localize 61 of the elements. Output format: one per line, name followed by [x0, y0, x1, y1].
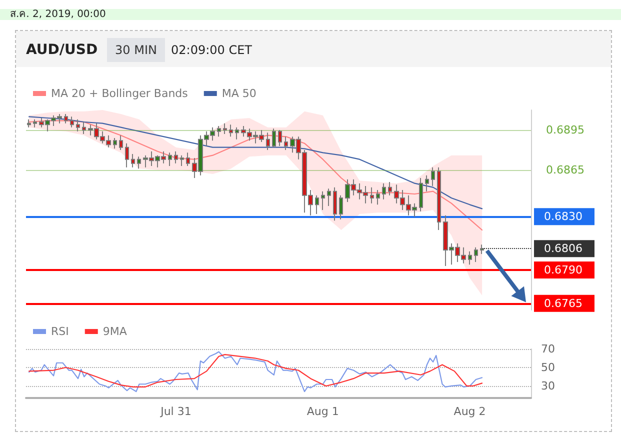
chart-title: AUD/USD: [26, 42, 98, 59]
candlestick: [376, 190, 380, 206]
legend-label: RSI: [51, 325, 69, 338]
candlestick: [217, 126, 221, 138]
candlestick: [431, 166, 435, 186]
y-tick-label: 0.6790: [544, 264, 582, 276]
legend-label: MA 20 + Bollinger Bands: [51, 87, 188, 100]
y-tick-label: 50: [541, 360, 555, 374]
candlestick: [278, 130, 282, 146]
legend-label: 9MA: [102, 325, 128, 338]
candlestick: [131, 154, 135, 168]
x-tick-label: Aug 2: [454, 405, 486, 418]
chart-subtitle: 30 MIN: [107, 38, 165, 62]
candlestick: [119, 134, 123, 150]
x-tick-label: Jul 31: [160, 405, 192, 418]
candlestick: [33, 118, 37, 128]
candlestick: [229, 124, 233, 138]
candlestick: [70, 116, 74, 128]
y-tick-label: 30: [541, 379, 555, 392]
y-tick-label: 0.6765: [544, 296, 582, 310]
candlestick: [266, 132, 270, 150]
candlestick: [284, 136, 288, 150]
candlestick: [321, 190, 325, 210]
candlestick: [235, 126, 239, 140]
candlestick: [113, 138, 117, 150]
candlestick: [370, 186, 374, 204]
candlestick: [419, 178, 423, 212]
candlestick: [339, 194, 343, 220]
x-tick-label: Aug 1: [306, 405, 339, 418]
candlestick: [333, 186, 337, 222]
candlestick: [125, 142, 129, 168]
candlestick: [468, 250, 472, 266]
candlestick: [180, 154, 184, 166]
candlestick: [174, 150, 178, 164]
candlestick: [388, 182, 392, 196]
candlestick: [186, 152, 190, 166]
candlestick: [437, 166, 441, 230]
candlestick: [64, 114, 68, 124]
candlestick: [474, 246, 478, 262]
line-series: [28, 116, 483, 210]
candlestick: [480, 244, 484, 254]
y-tick-label: 0.6895: [546, 124, 584, 136]
candlestick: [223, 122, 227, 134]
candlestick: [272, 128, 276, 148]
candlestick: [76, 118, 80, 132]
candlestick: [315, 194, 319, 214]
candlestick: [382, 182, 386, 200]
text: 02:09:00 CET: [171, 42, 252, 58]
legend-label: MA 50: [222, 87, 256, 100]
y-tick-label: 70: [541, 342, 555, 356]
y-tick-label: 0.6806: [544, 242, 582, 256]
y-tick-label: 0.6830: [544, 210, 582, 224]
candlestick: [425, 174, 429, 192]
line-series: [28, 120, 483, 231]
candlestick: [82, 122, 86, 134]
candlestick: [27, 118, 31, 128]
y-tick-label: 0.6865: [546, 164, 584, 176]
candlestick: [327, 188, 331, 206]
candlestick: [137, 156, 141, 170]
candlestick: [168, 152, 172, 166]
text: ส.ค. 2, 2019, 00:00: [0, 9, 621, 20]
